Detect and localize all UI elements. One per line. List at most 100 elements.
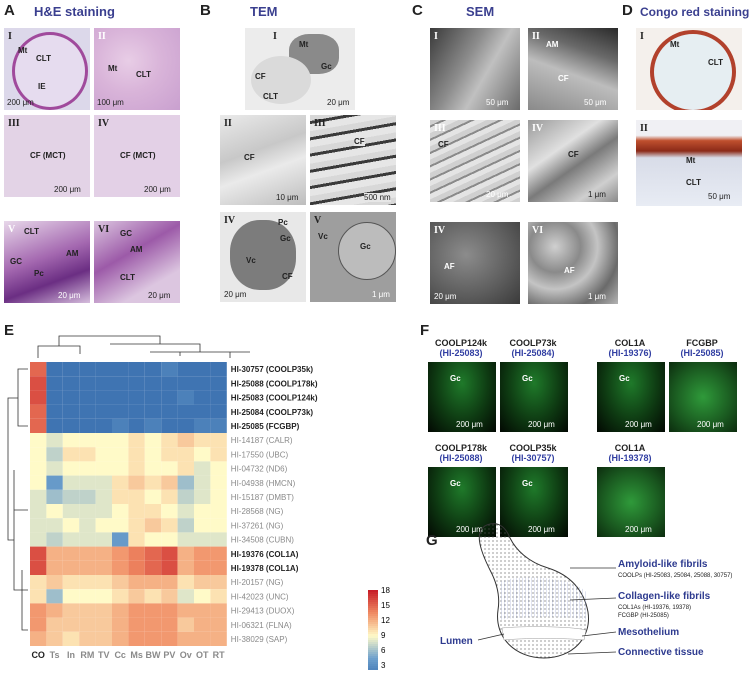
heatmap-cell bbox=[30, 376, 47, 391]
column-dendrogram bbox=[37, 335, 250, 358]
if-image: Gc 200 μm bbox=[500, 467, 568, 537]
heatmap-cell bbox=[79, 475, 96, 490]
heatmap-cell bbox=[30, 433, 47, 448]
heatmap-cell bbox=[30, 489, 47, 504]
connective-tissue-label: Connective tissue bbox=[618, 647, 704, 658]
scale-bar-label: 20 μm bbox=[486, 190, 509, 199]
image-label: I bbox=[273, 31, 277, 42]
heatmap-cell bbox=[194, 617, 211, 632]
colorbar-segment bbox=[368, 596, 378, 599]
heatmap-cell bbox=[128, 376, 145, 391]
if-protein-name: COL1A bbox=[614, 338, 646, 348]
annotation: Vc bbox=[318, 232, 328, 241]
heatmap-cell bbox=[144, 532, 162, 547]
heatmap-cell bbox=[30, 560, 47, 575]
heatmap-cell bbox=[194, 589, 211, 604]
heatmap-cell bbox=[79, 560, 96, 575]
annotation: CLT bbox=[263, 92, 278, 101]
panel-g-label: G bbox=[426, 532, 438, 549]
image-label: IV bbox=[98, 118, 110, 129]
image-label: III bbox=[434, 123, 446, 134]
sem-image-vi: VI AF 1 μm bbox=[528, 222, 618, 304]
tem-image-iv: IV Pc Gc Vc CF 20 μm bbox=[220, 212, 306, 302]
colorbar-segment bbox=[368, 632, 378, 635]
heatmap-cell bbox=[177, 504, 194, 519]
colorbar-segment bbox=[368, 620, 378, 623]
if-title: COL1A (HI-19376) bbox=[595, 338, 665, 358]
annotation: CF bbox=[558, 74, 569, 83]
heatmap-cell bbox=[210, 631, 227, 646]
heatmap-cell bbox=[79, 631, 96, 646]
heatmap-cell bbox=[161, 418, 178, 433]
row-label: HI-29413 (DUOX) bbox=[231, 607, 295, 616]
heatmap-cell bbox=[194, 603, 211, 618]
image-label: II bbox=[532, 31, 540, 42]
image-label: III bbox=[8, 118, 20, 129]
heatmap-cell bbox=[46, 433, 63, 448]
if-protein-name: COOLP35k bbox=[509, 443, 557, 453]
heatmap-cell bbox=[30, 546, 47, 561]
image-label: II bbox=[224, 118, 232, 129]
image-label: I bbox=[8, 31, 12, 42]
heatmap-cell bbox=[128, 532, 145, 547]
column-label: Cc bbox=[114, 650, 126, 660]
heatmap-cell bbox=[46, 418, 63, 433]
column-label: OT bbox=[196, 650, 209, 660]
heatmap-cell bbox=[194, 362, 211, 377]
colorbar-segment bbox=[368, 648, 378, 651]
colorbar-segment bbox=[368, 602, 378, 605]
heatmap-cell bbox=[46, 362, 63, 377]
panel-b-title: TEM bbox=[250, 4, 278, 19]
heatmap-cell bbox=[112, 433, 129, 448]
heatmap-cell bbox=[95, 589, 112, 604]
tem-image-v: V Vc Gc 1 μm bbox=[310, 212, 396, 302]
heatmap-cell bbox=[177, 560, 194, 575]
annotation: Mt bbox=[18, 46, 28, 55]
column-label: In bbox=[67, 650, 75, 660]
annotation: Mt bbox=[299, 40, 309, 49]
row-label: HI-15187 (DMBT) bbox=[231, 493, 294, 502]
heatmap-cell bbox=[128, 390, 145, 405]
if-protein-name: FCGBP bbox=[686, 338, 718, 348]
colorbar-segment bbox=[368, 640, 378, 643]
colorbar-segment bbox=[368, 598, 378, 601]
heatmap-cell bbox=[161, 433, 178, 448]
annotation: CF bbox=[244, 153, 255, 162]
heatmap-cell bbox=[210, 475, 227, 490]
colorbar-segment bbox=[368, 606, 378, 609]
heatmap-cell bbox=[194, 575, 211, 590]
heatmap-cell bbox=[144, 504, 162, 519]
row-label: HI-25083 (COOLP124k) bbox=[231, 394, 318, 403]
if-image: Gc 200 μm bbox=[500, 362, 568, 432]
heatmap-cell bbox=[144, 404, 162, 419]
gc-annotation: Gc bbox=[522, 374, 533, 383]
annotation: AF bbox=[564, 266, 575, 275]
sem-image-v: IV AF 20 μm bbox=[430, 222, 520, 304]
colorbar-segment bbox=[368, 642, 378, 645]
row-label: HI-25088 (COOLP178k) bbox=[231, 379, 318, 388]
heatmap-cell bbox=[177, 603, 194, 618]
heatmap-cell bbox=[177, 575, 194, 590]
sem-image-iv: IV CF 1 μm bbox=[528, 120, 618, 202]
annotation: GC bbox=[10, 257, 22, 266]
colorbar-segment bbox=[368, 638, 378, 641]
heatmap-cell bbox=[95, 362, 112, 377]
heatmap-cell bbox=[144, 475, 162, 490]
heatmap-cell bbox=[177, 390, 194, 405]
heatmap-cell bbox=[79, 518, 96, 533]
colorbar-segment bbox=[368, 618, 378, 621]
heatmap-cell bbox=[177, 418, 194, 433]
heatmap-cell bbox=[161, 376, 178, 391]
heatmap-cell bbox=[79, 617, 96, 632]
colorbar-segment bbox=[368, 630, 378, 633]
scale-bar-label: 200 μm bbox=[625, 420, 652, 429]
heatmap-cell bbox=[144, 546, 162, 561]
heatmap-cell bbox=[95, 504, 112, 519]
heatmap-cell bbox=[112, 575, 129, 590]
heatmap-cell bbox=[46, 404, 63, 419]
he-image-iii: III CF (MCT) 200 μm bbox=[4, 115, 90, 197]
colorbar-segment bbox=[368, 628, 378, 631]
colorbar-segment bbox=[368, 590, 378, 593]
heatmap-cell bbox=[62, 433, 80, 448]
column-label: PV bbox=[163, 650, 175, 660]
